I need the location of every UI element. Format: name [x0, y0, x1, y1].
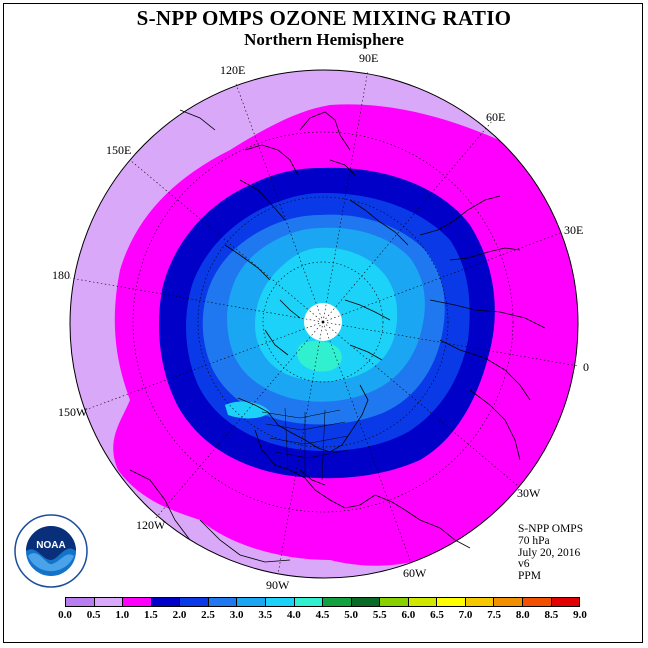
colorbar-tick-label: 4.0	[287, 609, 301, 621]
info-version: v6	[518, 558, 530, 571]
colorbar-tick-label: 2.0	[172, 609, 187, 621]
colorbar-swatch	[494, 598, 523, 606]
colorbar-swatch	[294, 598, 324, 606]
colorbar-swatch	[208, 598, 238, 606]
colorbar-tick-label: 6.5	[430, 609, 444, 621]
lon-label-30e: 30E	[564, 223, 584, 237]
noaa-logo: NOAA	[14, 514, 88, 588]
colorbar-tick-label: 0.5	[86, 609, 101, 621]
colorbar-tick-label: 8.5	[544, 609, 559, 621]
colorbar-tick-label: 3.0	[229, 609, 244, 621]
colorbar-swatch	[180, 598, 209, 606]
noaa-logo-text: NOAA	[36, 540, 65, 551]
subtitle: Northern Hemisphere	[244, 30, 404, 49]
colorbar-tick-label: 1.5	[143, 609, 158, 621]
colorbar-swatch	[351, 598, 381, 606]
lon-label-150w: 150W	[58, 405, 88, 419]
colorbar-swatch	[265, 598, 295, 606]
info-instrument: S-NPP OMPS	[518, 523, 584, 535]
band-3-5-outlier	[225, 401, 270, 419]
colorbar-tick-label: 3.5	[258, 609, 273, 621]
colorbar-tick-label: 6.0	[401, 609, 416, 621]
colorbar-tick-label: 8.0	[515, 609, 530, 621]
colorbar-swatch	[380, 598, 409, 606]
colorbar-tick-label: 7.5	[487, 609, 502, 621]
figure-frame	[3, 3, 643, 643]
map-boundary	[69, 69, 579, 579]
lon-label-60e: 60E	[486, 110, 506, 124]
state-boundaries	[261, 407, 349, 481]
colorbar-tick-label: 2.5	[201, 609, 215, 621]
colorbar-swatch	[123, 598, 152, 606]
colorbar-tick-label: 5.5	[372, 609, 387, 621]
colorbar-tick-label: 1.0	[115, 609, 130, 621]
band-4-0	[297, 340, 342, 372]
info-block: S-NPP OMPS 70 hPa July 20, 2016 v6 PPM	[518, 523, 584, 583]
main-title: S-NPP OMPS OZONE MIXING RATIO	[136, 6, 512, 30]
colorbar-tick-label: 5.0	[344, 609, 358, 621]
colorbar-tick-label: 7.0	[458, 609, 473, 621]
colorbar-swatch	[66, 598, 95, 606]
colorbar	[65, 597, 580, 607]
lon-label-180: 180	[52, 268, 70, 282]
info-units: PPM	[518, 570, 542, 583]
info-date: July 20, 2016	[518, 546, 581, 559]
colorbar-tick-label: 4.5	[315, 609, 330, 621]
colorbar-swatch	[465, 598, 495, 606]
colorbar-tick-label: 9.0	[573, 609, 587, 621]
graticule	[69, 69, 579, 575]
lon-label-90w: 90W	[266, 578, 290, 592]
lon-label-120w: 120W	[136, 518, 166, 532]
colorbar-swatch	[151, 598, 181, 606]
lon-label-0: 0	[583, 360, 589, 374]
colorbar-swatch	[437, 598, 466, 606]
lon-label-120e: 120E	[220, 63, 246, 77]
lon-label-30w: 30W	[517, 486, 541, 500]
colorbar-swatch	[237, 598, 266, 606]
colorbar-swatch	[408, 598, 438, 606]
info-level: 70 hPa	[518, 534, 550, 547]
lon-label-150e: 150E	[106, 143, 132, 157]
colorbar-swatch	[323, 598, 352, 606]
coastlines	[129, 109, 546, 563]
colorbar-swatch	[523, 598, 552, 606]
lon-label-60w: 60W	[403, 566, 427, 580]
colorbar-tick-label: 0.0	[58, 609, 72, 621]
colorbar-swatch	[551, 598, 580, 606]
colorbar-swatch	[94, 598, 124, 606]
lon-label-90e: 90E	[359, 51, 379, 65]
